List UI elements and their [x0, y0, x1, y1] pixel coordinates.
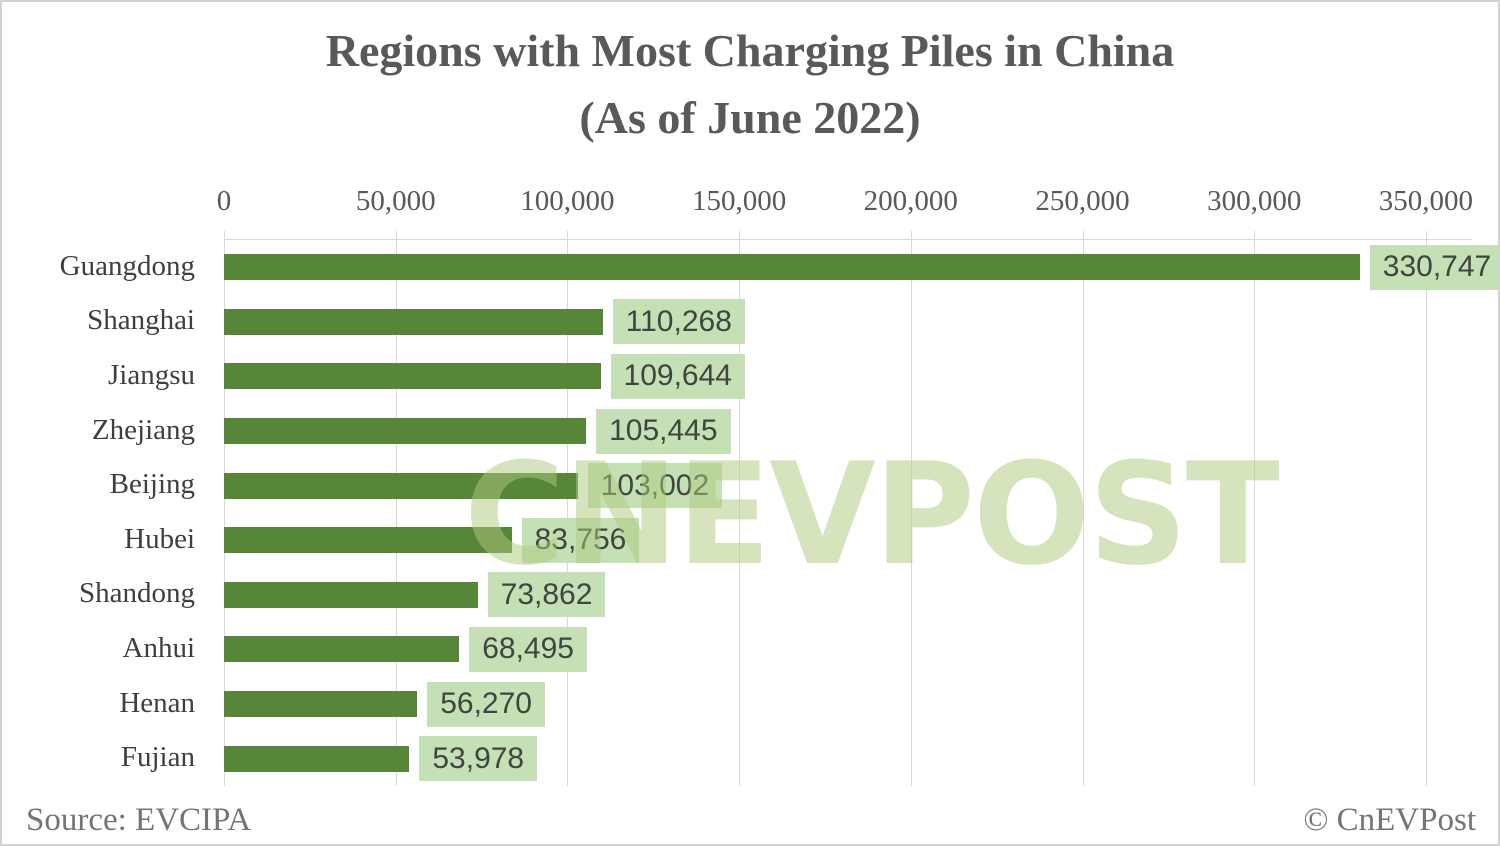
- value-label: 53,978: [419, 736, 538, 782]
- value-label: 110,268: [612, 299, 745, 345]
- bar-rows: 330,747 110,268 109,644 105,445 103,002 83,75…: [224, 240, 1498, 786]
- x-axis-tick-label: 250,000: [1035, 185, 1130, 217]
- bar-row: 110,268: [224, 295, 1472, 350]
- category-label: Anhui: [122, 631, 196, 664]
- gridline: [1425, 231, 1427, 786]
- category-label: Hubei: [124, 522, 195, 555]
- plot-area: 330,747 110,268 109,644 105,445 103,002 83,75…: [224, 231, 1498, 786]
- gridline: [224, 231, 225, 786]
- x-axis-tick-label: 200,000: [863, 185, 958, 217]
- value-label: 105,445: [596, 408, 731, 454]
- source-label: Source: EVCIPA: [26, 802, 252, 838]
- bar: [224, 745, 410, 772]
- value-label: 330,747: [1369, 244, 1498, 290]
- x-axis-tick-label: 150,000: [691, 185, 787, 217]
- category-label: Fujian: [120, 741, 195, 774]
- category-label: Zhejiang: [91, 413, 195, 446]
- chart-title: Regions with Most Charging Piles in Chin…: [2, 18, 1498, 151]
- chart-title-line2: (As of June 2022): [579, 91, 921, 143]
- category-label: Beijing: [109, 468, 195, 501]
- bar: [224, 527, 512, 554]
- x-axis-tick-label: 350,000: [1378, 185, 1474, 217]
- bar: [224, 636, 460, 663]
- value-label: 83,756: [521, 517, 640, 563]
- bar: [224, 581, 478, 608]
- category-label: Henan: [119, 686, 195, 719]
- category-label: Shanghai: [87, 304, 195, 337]
- gridline: [910, 231, 912, 786]
- x-axis-tick-label: 0: [216, 185, 232, 217]
- category-label: Guangdong: [59, 249, 195, 282]
- gridline: [1082, 231, 1084, 786]
- x-axis-tick-label: 300,000: [1207, 185, 1302, 217]
- x-axis-tick-label: 50,000: [355, 185, 436, 217]
- gridline: [739, 231, 741, 786]
- bar: [224, 363, 601, 390]
- bar-row: 68,495: [224, 622, 1472, 677]
- copyright-label: © CnEVPost: [1303, 802, 1476, 838]
- category-label: Jiangsu: [108, 358, 195, 391]
- bar-row: 109,644: [224, 349, 1472, 404]
- value-label: 109,644: [610, 353, 745, 399]
- gridline: [1254, 231, 1256, 786]
- bar-row: 103,002: [224, 458, 1472, 513]
- bar: [224, 691, 418, 718]
- bar-row: 330,747: [224, 240, 1498, 295]
- bar: [224, 254, 1360, 281]
- bar: [224, 472, 578, 499]
- bar: [224, 418, 587, 445]
- chart-title-line1: Regions with Most Charging Piles in Chin…: [325, 25, 1175, 76]
- bar-row: 105,445: [224, 404, 1472, 459]
- bar: [224, 308, 603, 335]
- x-axis-tick-labels: 0 50,000 100,000 150,000 200,000 250,000 300,0…: [2, 185, 1498, 219]
- bar-row: 83,756: [224, 513, 1472, 568]
- bar-row: 56,270: [224, 677, 1472, 732]
- value-label: 103,002: [587, 463, 723, 509]
- gridline: [567, 231, 569, 786]
- category-axis-labels: Guangdong Shanghai Jiangsu Zhejiang Beijing H…: [2, 239, 207, 785]
- bar-row: 53,978: [224, 731, 1472, 786]
- value-label: 73,862: [487, 572, 606, 618]
- category-label: Shandong: [79, 577, 195, 610]
- x-axis-tick-label: 100,000: [520, 185, 615, 217]
- value-label: 56,270: [427, 681, 545, 727]
- gridline: [395, 231, 397, 786]
- bar-row: 73,862: [224, 568, 1472, 623]
- value-label: 68,495: [469, 626, 587, 672]
